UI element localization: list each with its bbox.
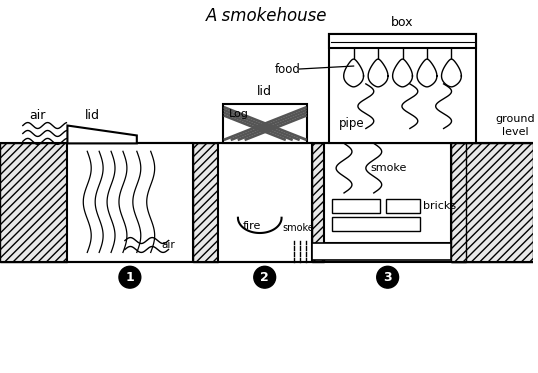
Text: lid: lid: [84, 109, 100, 122]
Text: ground
level: ground level: [495, 115, 535, 137]
Text: fire: fire: [243, 221, 261, 231]
Text: air: air: [30, 109, 46, 122]
Bar: [218, 143, 312, 262]
Bar: [67, 143, 193, 262]
Polygon shape: [0, 143, 67, 262]
Text: air: air: [161, 241, 175, 251]
Bar: [329, 34, 476, 48]
Polygon shape: [344, 59, 364, 87]
Text: 3: 3: [384, 271, 392, 284]
Circle shape: [254, 266, 275, 288]
Text: A smokehouse: A smokehouse: [206, 7, 328, 25]
Circle shape: [377, 266, 399, 288]
Text: smoke: smoke: [282, 223, 314, 233]
Bar: [312, 242, 451, 260]
Polygon shape: [312, 143, 324, 262]
Polygon shape: [451, 143, 466, 262]
Text: bricks: bricks: [423, 201, 456, 211]
Text: 2: 2: [260, 271, 269, 284]
Polygon shape: [67, 126, 137, 143]
Text: 1: 1: [125, 271, 134, 284]
Polygon shape: [393, 59, 413, 87]
Polygon shape: [442, 59, 462, 87]
Text: lid: lid: [257, 85, 272, 98]
Circle shape: [119, 266, 141, 288]
Bar: [329, 34, 476, 143]
Polygon shape: [451, 143, 533, 262]
Bar: [324, 143, 451, 242]
Text: smoke: smoke: [371, 163, 407, 173]
Bar: [332, 199, 380, 213]
Polygon shape: [368, 59, 388, 87]
Text: box: box: [391, 16, 414, 29]
Text: food: food: [274, 63, 301, 75]
Bar: [223, 104, 307, 143]
Text: pipe: pipe: [339, 117, 365, 130]
Text: Log: Log: [229, 109, 249, 119]
Bar: [332, 217, 420, 231]
Polygon shape: [193, 143, 218, 262]
Polygon shape: [417, 59, 437, 87]
Bar: [386, 199, 420, 213]
